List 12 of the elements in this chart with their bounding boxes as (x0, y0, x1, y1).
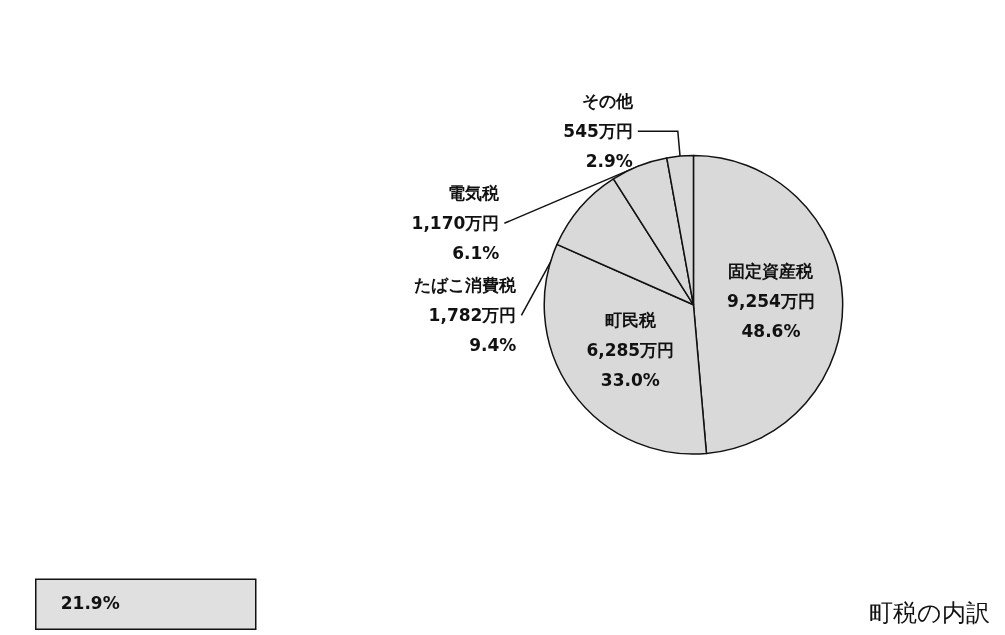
slice-label: 固定資産税 (728, 261, 815, 282)
data-label: 545万円 2.9% (563, 121, 633, 172)
slice-label: その他 (581, 91, 634, 112)
data-label: 6,285万円 33.0% (586, 339, 675, 390)
slice-label: たばこ消費税 (414, 275, 518, 296)
slice-label: 電気税 (448, 183, 501, 204)
slice-label: 町民税 (604, 309, 657, 330)
text: 21.9% (60, 592, 120, 613)
data-label: 1,170万円 6.1% (411, 213, 500, 264)
data-label: 9,254万円 48.6% (727, 291, 815, 342)
text: 町税の内訳 (869, 599, 990, 627)
data-label: 1,782万円 9.4% (428, 305, 517, 356)
